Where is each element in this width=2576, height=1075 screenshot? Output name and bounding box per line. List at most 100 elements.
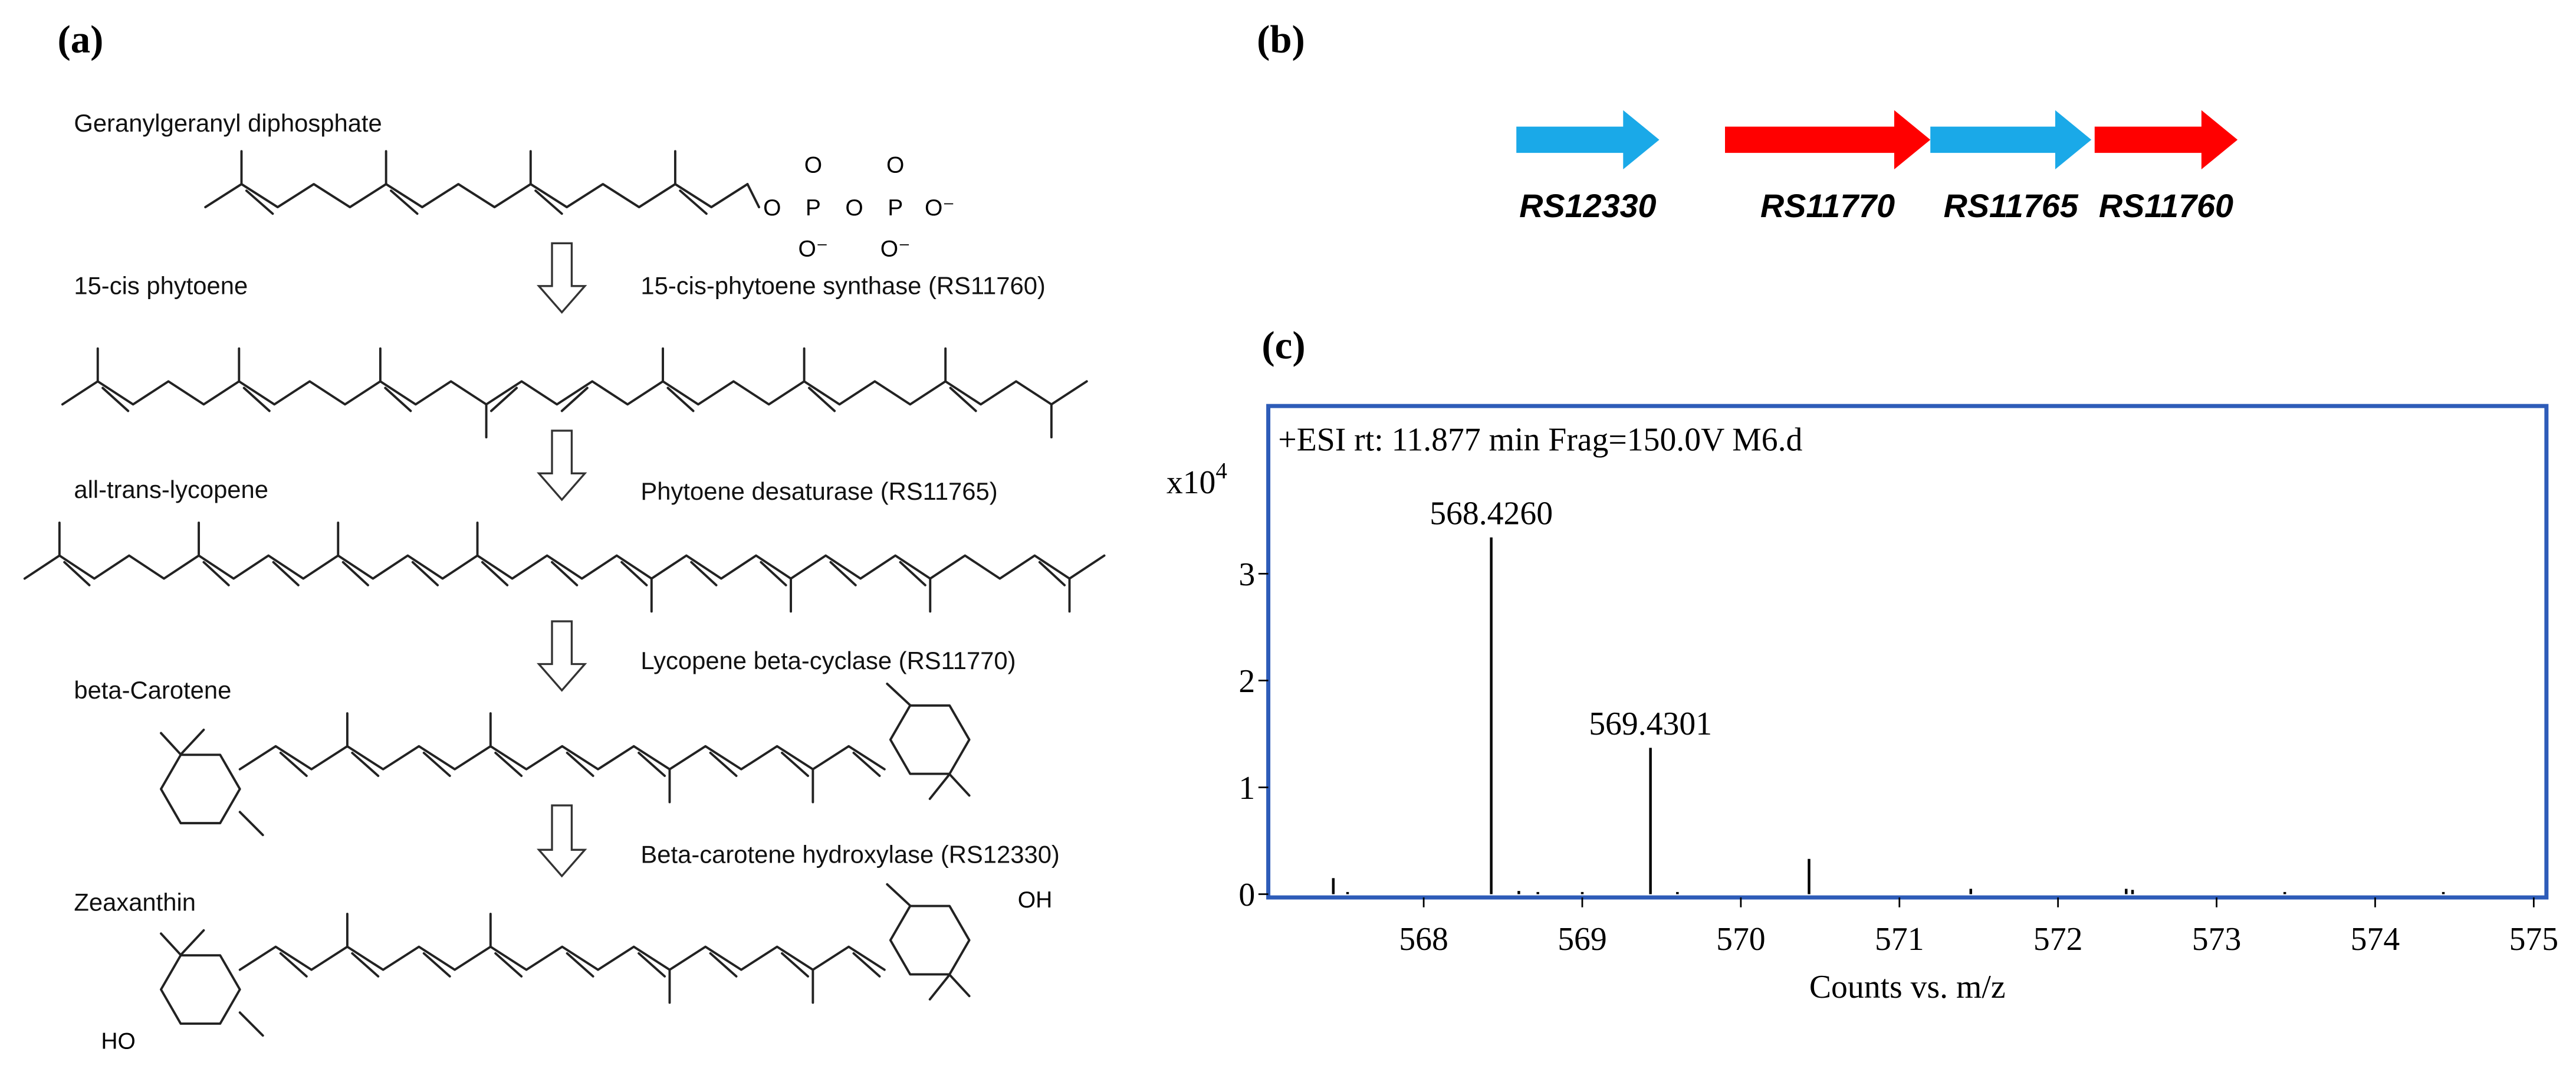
- peak-label: 569.4301: [1589, 706, 1712, 742]
- ring: [889, 904, 971, 976]
- bond: [390, 189, 419, 215]
- bond: [746, 183, 760, 209]
- bond: [566, 952, 594, 978]
- compound-name: 15-cis phytoene: [74, 272, 248, 300]
- spectrum: +ESI rt: 11.877 min Frag=150.0V M6.d x104…: [1167, 404, 2559, 1005]
- y-tick-label: 0: [1238, 877, 1255, 913]
- y-multiplier-exponent: 4: [1215, 458, 1227, 484]
- atom-label: O⁻: [880, 237, 911, 262]
- gene-arrow: [2094, 110, 2238, 169]
- y-tick-label: 2: [1238, 663, 1255, 700]
- bond: [160, 932, 182, 956]
- bond: [781, 952, 809, 978]
- chain: [61, 380, 1088, 406]
- structures: [23, 150, 1106, 1037]
- atom-label: O⁻: [925, 195, 955, 221]
- atom-label: O: [804, 153, 822, 178]
- bond: [63, 561, 91, 586]
- x-tick-label: 575: [2509, 921, 2559, 958]
- step-arrow: [537, 620, 587, 692]
- gene-arrow: [1516, 110, 1660, 169]
- bond: [781, 751, 809, 777]
- bond: [179, 728, 205, 756]
- peak-label: 568.4260: [1430, 496, 1553, 532]
- bond: [666, 386, 695, 412]
- bond: [886, 883, 912, 907]
- bond: [202, 561, 230, 586]
- bond: [489, 386, 518, 412]
- enzyme-name: Phytoene desaturase (RS11765): [640, 477, 997, 505]
- gene-arrow: [1725, 110, 1931, 169]
- compound-name: beta-Carotene: [74, 676, 231, 704]
- bond: [242, 386, 271, 412]
- bond: [1038, 561, 1066, 586]
- bond: [341, 561, 369, 586]
- compound-name: Zeaxanthin: [74, 888, 196, 916]
- chart-title: +ESI rt: 11.877 min Frag=150.0V M6.d: [1278, 421, 1802, 458]
- bond: [709, 751, 738, 777]
- bond: [238, 811, 264, 837]
- bond: [422, 751, 451, 777]
- atom-label: OH: [1018, 887, 1053, 913]
- atom-label: O: [845, 195, 863, 221]
- bond: [101, 386, 130, 412]
- bond: [351, 952, 380, 978]
- bond: [179, 929, 205, 956]
- bond: [886, 682, 912, 707]
- enzyme-name: Beta-carotene hydroxylase (RS12330): [640, 841, 1059, 868]
- bond: [411, 561, 439, 586]
- bond: [351, 751, 380, 777]
- bond: [481, 561, 509, 586]
- bond: [494, 952, 523, 978]
- bond: [272, 561, 300, 586]
- enzyme-name: Lycopene beta-cyclase (RS11770): [640, 647, 1016, 674]
- bond: [949, 386, 977, 412]
- gene-label: RS11765: [1944, 188, 2079, 224]
- compound-name: Geranylgeranyl diphosphate: [74, 109, 382, 137]
- bond: [551, 561, 579, 586]
- bond: [566, 751, 594, 777]
- y-tick-label: 1: [1238, 770, 1255, 807]
- bond: [422, 952, 451, 978]
- bond: [852, 751, 881, 777]
- bond: [238, 1011, 264, 1037]
- bond: [852, 952, 881, 978]
- step-arrow: [537, 430, 587, 502]
- bond: [245, 189, 274, 215]
- bond: [679, 189, 708, 215]
- gene-label: RS11760: [2099, 188, 2233, 224]
- x-tick-label: 574: [2351, 921, 2400, 958]
- y-multiplier: x104: [1167, 458, 1227, 501]
- x-tick-label: 571: [1875, 921, 1924, 958]
- ring: [160, 954, 241, 1025]
- bond: [638, 952, 666, 978]
- bond: [620, 561, 648, 586]
- ring: [160, 753, 241, 825]
- atom-label: HO: [101, 1028, 136, 1054]
- pathway-arrows: [537, 242, 587, 878]
- step-arrow: [537, 242, 587, 314]
- bond: [948, 773, 971, 797]
- gene-label: RS12330: [1519, 188, 1656, 224]
- bond: [534, 189, 563, 215]
- x-tick-label: 573: [2192, 921, 2242, 958]
- atom-label: O: [763, 195, 781, 221]
- bond: [948, 974, 971, 998]
- bond: [160, 732, 182, 756]
- step-arrow: [537, 804, 587, 878]
- x-tick-label: 572: [2033, 921, 2083, 958]
- bond: [638, 751, 666, 777]
- compound-name: all-trans-lycopene: [74, 476, 268, 503]
- bond: [808, 386, 836, 412]
- bond: [928, 974, 951, 1001]
- x-axis-label: Counts vs. m/z: [1809, 969, 2006, 1005]
- atom-label: P: [888, 195, 903, 221]
- y-tick-label: 3: [1238, 556, 1255, 593]
- bond: [560, 386, 589, 412]
- atom-label: O⁻: [798, 237, 828, 262]
- bond: [829, 561, 857, 586]
- gene-arrow: [1930, 110, 2092, 169]
- enzyme-name: 15-cis-phytoene synthase (RS11760): [640, 272, 1045, 300]
